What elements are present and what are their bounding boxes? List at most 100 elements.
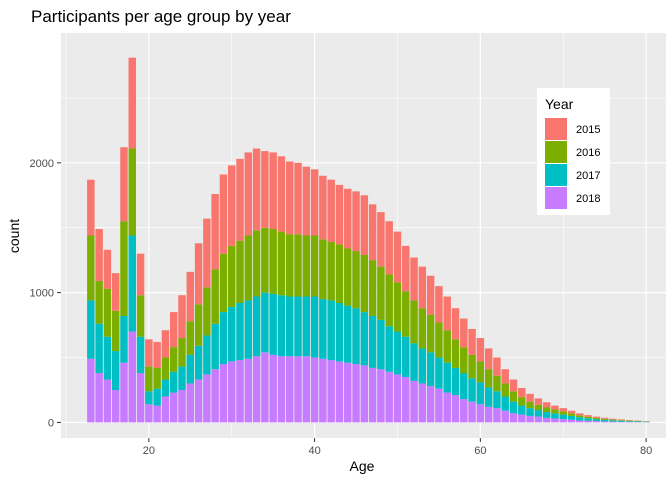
bar-segment-2018 (352, 364, 360, 423)
bar-segment-2018 (161, 396, 170, 423)
bar-segment-2015 (377, 212, 385, 267)
bar-segment-2018 (236, 360, 244, 423)
chart-title: Participants per age group by year (31, 7, 291, 26)
bar-segment-2018 (402, 376, 410, 423)
bar-segment-2018 (551, 418, 559, 423)
bar-segment-2018 (128, 331, 137, 423)
bar-segment-2016 (426, 314, 435, 353)
bar-segment-2018 (443, 392, 451, 423)
bar-segment-2016 (534, 404, 543, 411)
bar-segment-2017 (460, 373, 468, 400)
bar-segment-2018 (145, 404, 153, 423)
bar-segment-2018 (592, 421, 601, 423)
bar-segment-2018 (269, 354, 277, 423)
bar-segment-2017 (642, 421, 650, 423)
bar-segment-2017 (484, 387, 493, 407)
bar-segment-2015 (460, 318, 468, 348)
bar-segment-2015 (203, 218, 211, 288)
bar-segment-2017 (87, 300, 95, 359)
bar-segment-2018 (509, 413, 518, 423)
bar-segment-2018 (103, 379, 112, 423)
bar-segment-2016 (609, 419, 617, 421)
bar-segment-2017 (435, 357, 443, 389)
bar-segment-2016 (493, 375, 501, 392)
bar-segment-2015 (609, 418, 617, 420)
bar-segment-2016 (95, 280, 103, 324)
y-tick-label: 0 (48, 417, 54, 429)
bar-segment-2018 (136, 373, 145, 423)
bar-segment-2018 (302, 356, 311, 423)
bar-segment-2015 (551, 405, 559, 410)
bar-segment-2017 (468, 378, 476, 402)
bar-segment-2017 (476, 382, 485, 405)
bar-segment-2017 (410, 343, 418, 381)
bar-segment-2016 (584, 416, 592, 419)
bar-segment-2017 (294, 296, 302, 357)
bar-segment-2016 (368, 260, 377, 316)
bar-segment-2018 (559, 419, 567, 423)
bar-segment-2016 (128, 148, 137, 236)
bar-segment-2018 (385, 371, 393, 423)
bar-segment-2016 (286, 234, 294, 297)
bar-segment-2015 (443, 296, 451, 331)
bar-segment-2017 (335, 303, 344, 362)
y-axis-ticks: 0 1000 2000 (30, 158, 61, 429)
bar-segment-2016 (460, 347, 468, 374)
bar-segment-2018 (617, 421, 625, 423)
bar-segment-2017 (542, 412, 551, 418)
bar-segment-2016 (509, 391, 518, 402)
bar-segment-2017 (310, 296, 319, 358)
bar-segment-2016 (145, 366, 153, 392)
bar-segment-2016 (484, 369, 493, 388)
bar-segment-2016 (551, 409, 559, 414)
bar-segment-2015 (468, 328, 476, 355)
legend-items: 2015 2016 2017 2018 (545, 118, 600, 209)
bar-segment-2016 (625, 420, 634, 422)
y-tick-label: 1000 (30, 288, 54, 300)
bar-segment-2018 (468, 401, 476, 423)
bar-segment-2015 (269, 152, 277, 230)
bar-segment-2015 (451, 308, 460, 340)
bar-segment-2018 (153, 405, 161, 423)
bar-segment-2017 (526, 408, 534, 416)
bar-segment-2018 (286, 356, 294, 423)
bar-segment-2016 (468, 354, 476, 379)
bar-segment-2015 (286, 161, 294, 235)
bar-segment-2016 (169, 347, 178, 372)
bar-segment-2017 (244, 300, 253, 359)
bar-segment-2015 (302, 166, 311, 236)
bar-segment-2018 (194, 379, 203, 423)
legend-key-2015 (545, 118, 567, 140)
bar-segment-2018 (526, 415, 534, 423)
bar-segment-2015 (393, 231, 402, 283)
bar-segment-2018 (451, 395, 460, 423)
bar-segment-2018 (277, 356, 286, 423)
bar-segment-2018 (600, 421, 609, 423)
bar-segment-2016 (501, 383, 509, 397)
legend-label-2017: 2017 (576, 170, 600, 182)
bar-segment-2015 (518, 388, 526, 398)
bar-segment-2017 (385, 326, 393, 372)
legend-label-2018: 2018 (576, 193, 600, 205)
x-tick-label: 60 (474, 445, 486, 457)
legend-title: Year (545, 96, 574, 112)
bar-segment-2016 (261, 227, 269, 293)
bar-segment-2018 (567, 419, 576, 423)
bar-segment-2016 (103, 288, 112, 337)
bar-segment-2015 (252, 148, 261, 231)
bar-segment-2018 (178, 389, 186, 423)
bar-segment-2015 (410, 257, 418, 301)
bar-segment-2016 (302, 235, 311, 297)
bar-segment-2015 (426, 275, 435, 315)
bar-segment-2018 (393, 374, 402, 423)
bar-segment-2017 (493, 391, 501, 409)
bar-segment-2018 (418, 383, 427, 423)
bar-segment-2015 (584, 415, 592, 417)
bar-segment-2015 (402, 245, 410, 292)
bar-segment-2015 (592, 416, 601, 418)
bar-segment-2016 (344, 248, 352, 306)
bar-segment-2016 (352, 251, 360, 309)
bar-segment-2015 (617, 419, 625, 421)
bar-segment-2016 (567, 413, 576, 416)
bar-segment-2018 (460, 399, 468, 423)
